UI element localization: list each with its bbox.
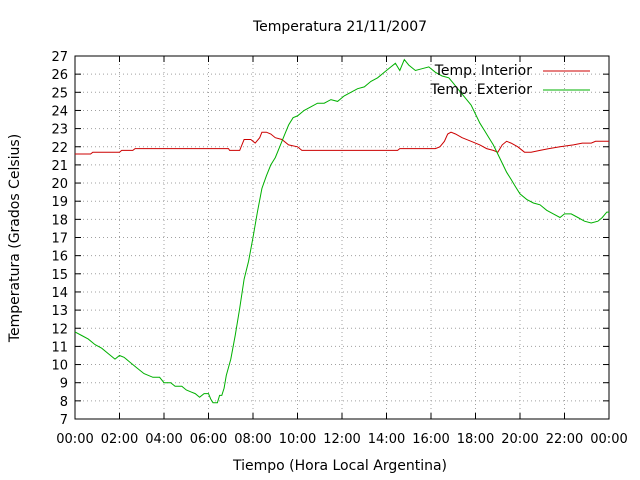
- legend-label-interior: Temp. Interior: [434, 63, 533, 79]
- x-tick-label: 20:00: [501, 432, 538, 447]
- y-tick-label: 25: [51, 86, 68, 101]
- y-tick-label: 15: [51, 268, 68, 283]
- y-tick-label: 20: [51, 177, 68, 192]
- y-tick-label: 26: [51, 68, 68, 83]
- x-tick-label: 10:00: [279, 432, 316, 447]
- y-tick-label: 21: [51, 159, 68, 174]
- y-tick-label: 22: [51, 141, 68, 156]
- x-tick-label: 00:00: [590, 432, 627, 447]
- plot-frame: [74, 55, 610, 420]
- y-tick-label: 13: [51, 304, 68, 319]
- y-tick-label: 16: [51, 250, 68, 265]
- x-tick-label: 02:00: [101, 432, 138, 447]
- x-tick-label: 12:00: [323, 432, 360, 447]
- y-tick-label: 18: [51, 213, 68, 228]
- series-layer: [74, 58, 609, 404]
- y-tick-label: 7: [60, 413, 68, 428]
- grid-lines: [74, 55, 610, 420]
- legend-label-exterior: Temp. Exterior: [430, 82, 533, 98]
- y-axis-label: Temperatura (Grados Celsius): [7, 134, 23, 343]
- y-tick-label: 24: [51, 104, 68, 119]
- legend: Temp. Interior Temp. Exterior: [430, 63, 590, 98]
- y-tick-label: 9: [60, 377, 68, 392]
- series-line-0: [75, 131, 609, 155]
- y-tick-label: 19: [51, 195, 68, 210]
- chart-title: Temperatura 21/11/2007: [252, 19, 427, 35]
- x-tick-label: 04:00: [145, 432, 182, 447]
- series-line-1: [74, 58, 609, 404]
- y-tick-label: 14: [51, 286, 68, 301]
- x-tick-label: 16:00: [412, 432, 449, 447]
- x-tick-label: 06:00: [190, 432, 227, 447]
- y-tick-label: 12: [51, 322, 68, 337]
- x-tick-labels: 00:00 02:00 04:00 06:00 08:00 10:00 12:00 14:00…: [56, 432, 627, 447]
- x-axis-label: Tiempo (Hora Local Argentina): [232, 458, 447, 474]
- x-tick-label: 14:00: [368, 432, 405, 447]
- x-tick-label: 08:00: [234, 432, 271, 447]
- x-tick-label: 18:00: [457, 432, 494, 447]
- x-tick-label: 22:00: [546, 432, 583, 447]
- y-tick-label: 11: [51, 340, 68, 355]
- y-tick-label: 17: [51, 232, 68, 247]
- y-tick-label: 23: [51, 123, 68, 138]
- y-tick-label: 8: [60, 395, 68, 410]
- y-tick-labels: 7 8 9 10 11 12 13 14 15 16 17 18 19 20 21 22 23 24 25 26 27: [51, 50, 68, 428]
- y-tick-label: 27: [51, 50, 68, 65]
- y-tick-label: 10: [51, 359, 68, 374]
- x-tick-label: 00:00: [56, 432, 93, 447]
